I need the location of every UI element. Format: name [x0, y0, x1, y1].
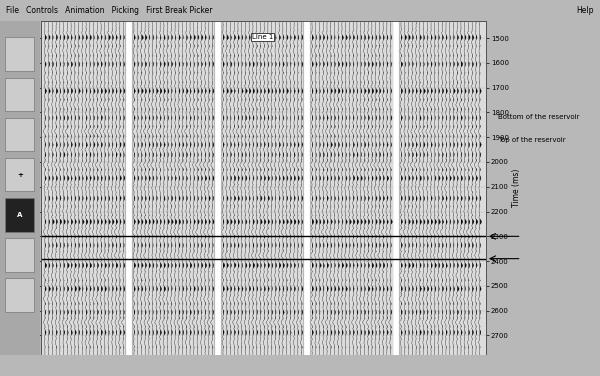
Bar	[5, 158, 34, 191]
Y-axis label: Time (ms): Time (ms)	[6, 169, 15, 207]
Text: File   Controls   Animation   Picking   First Break Picker: File Controls Animation Picking First Br…	[6, 6, 212, 15]
Text: Line 1: Line 1	[251, 35, 273, 40]
Text: +: +	[17, 171, 23, 177]
Bar	[5, 38, 34, 71]
Text: CDP: CDP	[21, 0, 40, 7]
Bar	[5, 238, 34, 271]
Text: A: A	[17, 212, 22, 218]
Bar	[5, 198, 34, 232]
Bar	[5, 118, 34, 151]
Bar	[5, 77, 34, 111]
Bar	[5, 278, 34, 312]
Text: Top of the reservoir: Top of the reservoir	[498, 136, 566, 143]
Text: Help: Help	[577, 6, 594, 15]
Text: Bottom of the reservoir: Bottom of the reservoir	[498, 114, 580, 120]
Y-axis label: Time (ms): Time (ms)	[512, 169, 521, 207]
